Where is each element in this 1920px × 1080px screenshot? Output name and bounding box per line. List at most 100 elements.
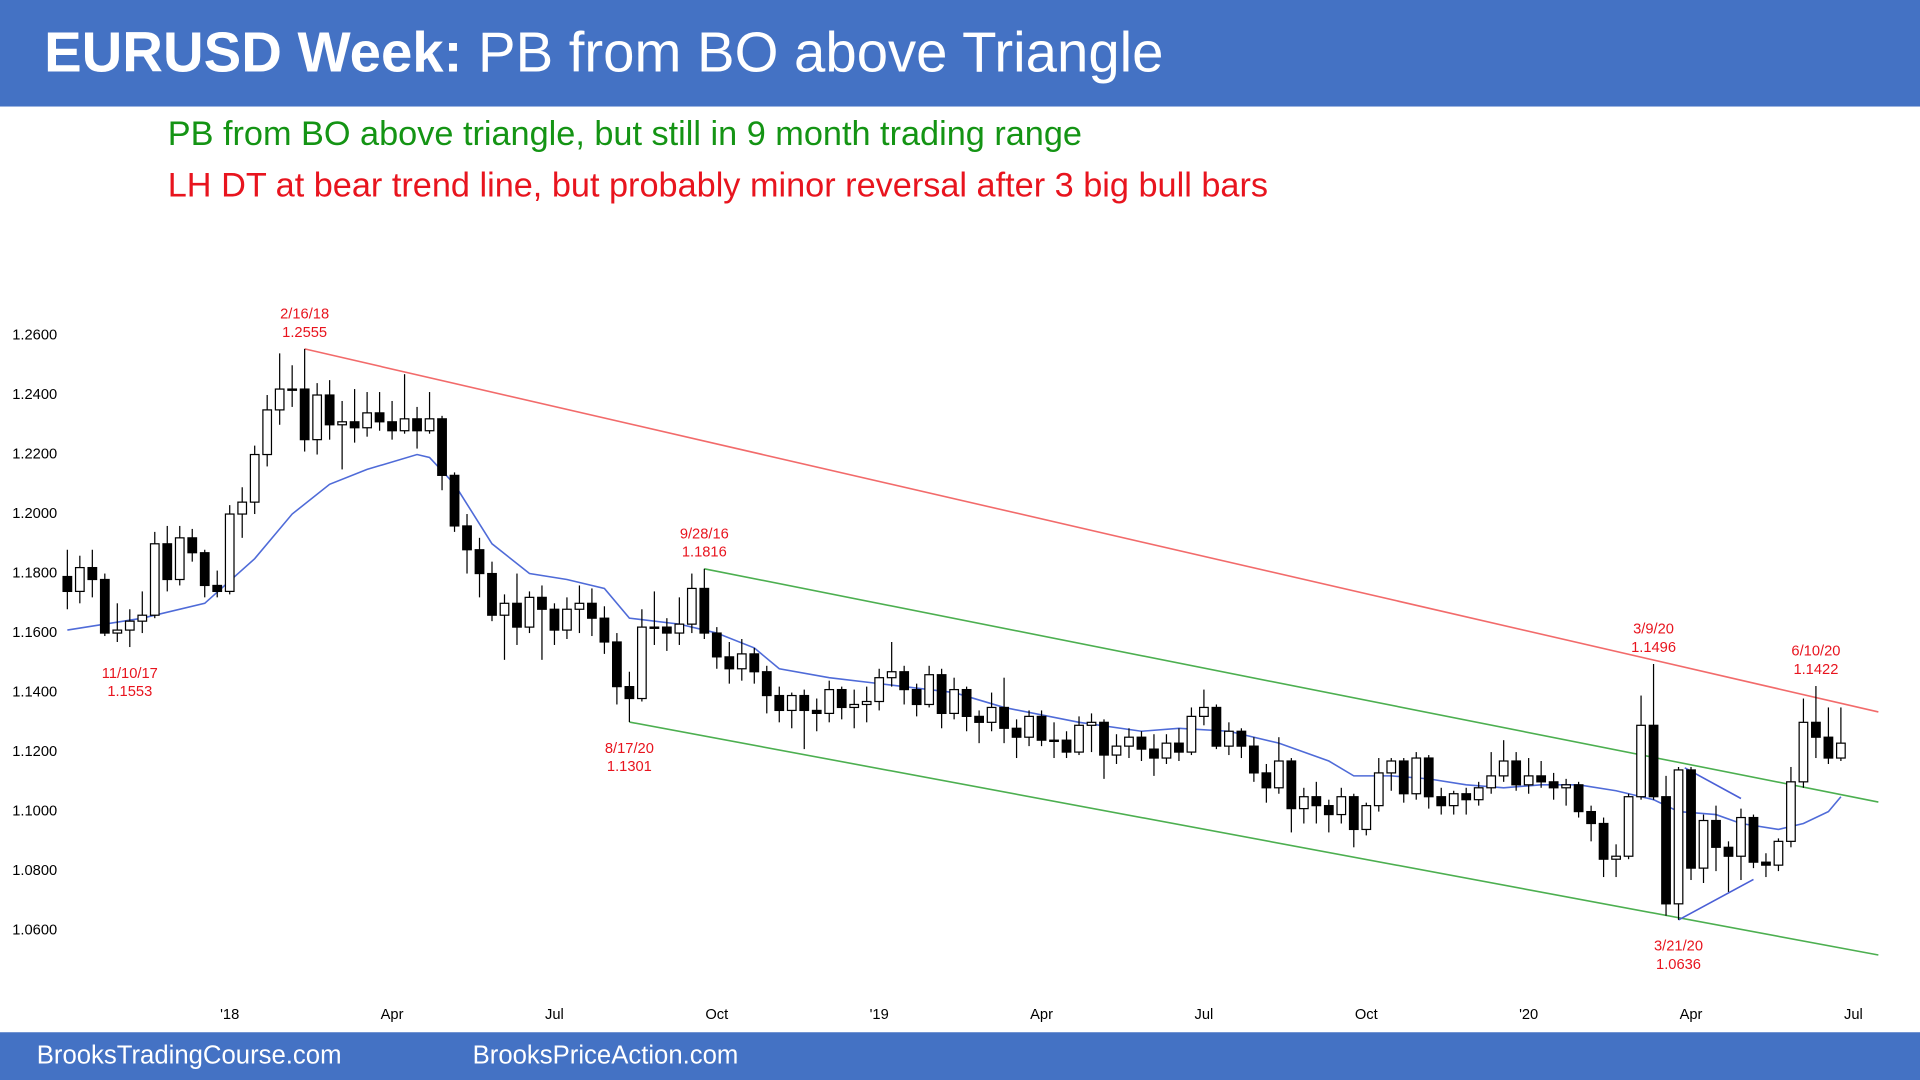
candle-body bbox=[437, 418, 447, 476]
y-tick-label: 1.1200 bbox=[12, 744, 57, 760]
candle-body bbox=[124, 620, 135, 631]
x-tick-label: Jul bbox=[1844, 1007, 1863, 1023]
candle-body bbox=[761, 671, 772, 697]
candle-body bbox=[1099, 721, 1109, 756]
candle-body bbox=[1836, 742, 1846, 759]
x-tick-label: Oct bbox=[705, 1007, 728, 1023]
candle-body bbox=[1061, 739, 1072, 753]
candle-body bbox=[1536, 775, 1547, 783]
footer-right: BrooksPriceAction.com bbox=[473, 1042, 739, 1070]
candle-body bbox=[599, 617, 610, 643]
candle-body bbox=[1611, 855, 1621, 860]
candle-body bbox=[1411, 757, 1422, 795]
candle-body bbox=[424, 418, 435, 432]
candle-body bbox=[1786, 781, 1796, 842]
candle-body bbox=[1686, 769, 1696, 869]
candle-body bbox=[587, 602, 597, 619]
candle-body bbox=[624, 686, 635, 700]
y-tick-label: 1.0600 bbox=[12, 922, 57, 938]
candle-body bbox=[1011, 727, 1022, 738]
annotation-date: 9/28/16 bbox=[680, 526, 729, 542]
y-tick-label: 1.1600 bbox=[12, 625, 57, 641]
candle-body bbox=[661, 626, 672, 634]
footer-bar bbox=[0, 1032, 1920, 1080]
candle-body bbox=[249, 453, 260, 503]
candle-body bbox=[1798, 721, 1809, 783]
annotation-date: 3/9/20 bbox=[1633, 622, 1674, 638]
candle-body bbox=[462, 525, 472, 551]
candle-body bbox=[1498, 760, 1509, 777]
candle-body bbox=[1573, 784, 1584, 813]
candle-body bbox=[999, 706, 1009, 729]
candle-body bbox=[1736, 816, 1746, 857]
candle-body bbox=[974, 715, 984, 723]
y-tick-label: 1.2000 bbox=[12, 506, 57, 522]
candle-body bbox=[636, 626, 647, 700]
x-tick-label: '20 bbox=[1519, 1007, 1538, 1023]
header-title: EURUSD Week: PB from BO above Triangle bbox=[44, 20, 1163, 83]
candle-body bbox=[1673, 769, 1684, 905]
candle-body bbox=[362, 412, 372, 429]
annotation-price: 1.0636 bbox=[1656, 957, 1701, 973]
candle-body bbox=[1298, 796, 1309, 810]
candle-body bbox=[1461, 793, 1472, 801]
candle-body bbox=[786, 694, 797, 712]
x-tick-label: Oct bbox=[1355, 1007, 1378, 1023]
candle-body bbox=[1199, 706, 1209, 717]
candle-body bbox=[961, 688, 972, 717]
candle-body bbox=[1174, 742, 1184, 753]
candle-body bbox=[1111, 745, 1122, 756]
candle-body bbox=[1136, 736, 1147, 750]
candle-body bbox=[1761, 861, 1771, 866]
candle-body bbox=[537, 596, 547, 610]
candle-body bbox=[412, 418, 422, 432]
candle-body bbox=[399, 418, 410, 432]
candle-body bbox=[1436, 796, 1447, 807]
y-tick-label: 1.1000 bbox=[12, 803, 57, 819]
candle-body bbox=[1211, 706, 1222, 747]
candle-body bbox=[1623, 796, 1634, 857]
candle-body bbox=[861, 700, 872, 706]
candle-body bbox=[1124, 736, 1134, 747]
candle-body bbox=[649, 626, 660, 629]
candle-body bbox=[337, 421, 348, 426]
candle-body bbox=[874, 677, 885, 703]
candle-body bbox=[574, 602, 585, 610]
candle-body bbox=[1311, 796, 1322, 807]
candle-body bbox=[1086, 721, 1097, 726]
title-bold: EURUSD Week: bbox=[44, 20, 462, 83]
candle-body bbox=[1648, 724, 1659, 798]
candle-body bbox=[836, 688, 847, 709]
candle-body bbox=[924, 674, 935, 706]
candle-body bbox=[799, 694, 810, 712]
candle-body bbox=[1748, 816, 1759, 863]
candle-body bbox=[287, 388, 298, 391]
candle-body bbox=[1598, 822, 1609, 860]
candle-body bbox=[1348, 796, 1359, 831]
candle-body bbox=[986, 706, 997, 723]
y-tick-label: 1.0800 bbox=[12, 863, 57, 879]
candle-body bbox=[1636, 724, 1646, 798]
candle-body bbox=[1511, 760, 1522, 786]
candle-body bbox=[549, 608, 560, 631]
candle-body bbox=[312, 394, 323, 441]
candle-body bbox=[349, 421, 360, 429]
x-tick-label: Apr bbox=[1680, 1007, 1703, 1023]
candle-body bbox=[1423, 757, 1434, 798]
candle-body bbox=[187, 537, 198, 554]
candle-body bbox=[1386, 760, 1397, 774]
candle-body bbox=[949, 688, 960, 715]
candle-body bbox=[1161, 742, 1172, 759]
candle-body bbox=[1024, 715, 1034, 738]
candle-body bbox=[62, 575, 73, 593]
candle-body bbox=[487, 572, 497, 616]
candle-body bbox=[99, 578, 110, 634]
annotation-date: 6/10/20 bbox=[1791, 644, 1840, 660]
candle-body bbox=[1336, 796, 1347, 816]
candle-body bbox=[736, 653, 747, 670]
candle-body bbox=[1548, 781, 1559, 789]
candle-body bbox=[1486, 775, 1497, 789]
candle-body bbox=[1036, 715, 1047, 741]
candle-body bbox=[1261, 772, 1272, 789]
